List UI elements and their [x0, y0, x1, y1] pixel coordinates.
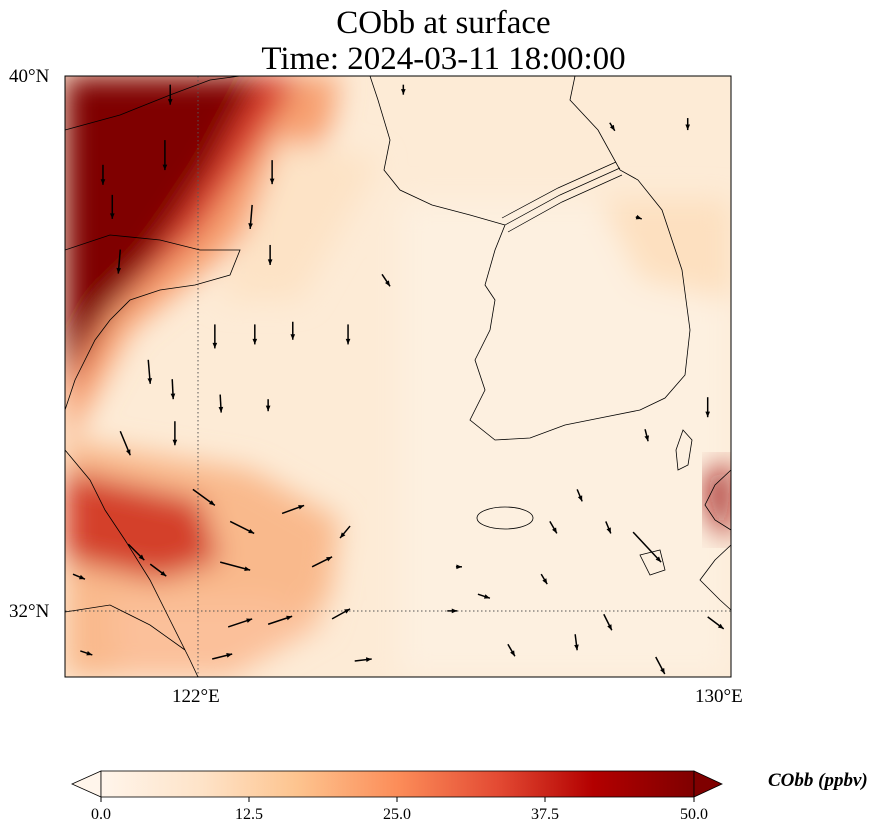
lon-label-130e: 130°E [695, 686, 743, 707]
wind-arrow [603, 613, 613, 631]
wind-arrow [381, 273, 391, 287]
wind-arrow [265, 399, 271, 412]
colorbar-gradient [100, 770, 695, 798]
colorbar-tick: 12.5 [235, 806, 263, 823]
wind-arrow [149, 563, 167, 577]
colorbar-label: CObb (ppbv) [768, 770, 868, 791]
wind-arrow [109, 194, 115, 219]
wind-arrow [281, 504, 305, 515]
wind-arrow [345, 324, 351, 345]
wind-arrow [644, 429, 650, 442]
wind-arrow [549, 521, 558, 534]
colorbar-tick: 25.0 [383, 806, 411, 823]
wind-arrow [339, 525, 351, 539]
map-subtitle-time: Time: 2024-03-11 18:00:00 [261, 41, 626, 77]
wind-arrow [507, 643, 516, 657]
wind-arrow [212, 653, 233, 660]
wind-arrow [354, 657, 372, 662]
wind-arrow [119, 430, 131, 456]
wind-arrow [248, 204, 253, 229]
wind-arrow [252, 324, 258, 345]
wind-arrow [172, 421, 178, 446]
wind-arrow [167, 84, 173, 105]
wind-arrow [635, 214, 642, 220]
wind-arrow [267, 244, 273, 265]
wind-arrow [477, 593, 491, 599]
wind-arrow [229, 520, 255, 535]
wind-arrow [574, 634, 579, 651]
colorbar [71, 770, 723, 802]
wind-arrow [455, 564, 462, 570]
wind-arrow [290, 321, 296, 340]
wind-arrow [100, 164, 106, 185]
wind-arrow [192, 488, 216, 506]
lat-label-40n: 40°N [9, 66, 50, 87]
wind-vectors [72, 84, 725, 675]
wind-arrow [632, 531, 662, 563]
wind-arrow [116, 249, 122, 274]
colorbar-extend-min [71, 770, 102, 798]
wind-arrow [218, 394, 224, 413]
wind-arrow [212, 324, 218, 349]
wind-arrow [267, 615, 293, 625]
wind-arrow [227, 618, 253, 628]
colorbar-tick: 0.0 [91, 806, 111, 823]
wind-arrow [540, 573, 548, 585]
wind-arrow [400, 84, 406, 95]
cobb-field [65, 76, 731, 677]
wind-arrow [72, 573, 86, 580]
colorbar-tick: 37.5 [531, 806, 559, 823]
wind-arrow [447, 608, 458, 614]
wind-arrow [605, 521, 612, 534]
wind-arrow [162, 140, 168, 171]
wind-arrow [331, 608, 351, 620]
wind-arrow [269, 160, 275, 185]
map-frame [64, 75, 732, 678]
colorbar-extend-max [693, 770, 723, 798]
wind-arrow [685, 118, 691, 131]
wind-arrow [170, 379, 176, 400]
lon-label-122e: 122°E [172, 686, 220, 707]
wind-arrow [655, 656, 666, 675]
wind-arrow [80, 650, 93, 656]
wind-arrow [219, 561, 251, 571]
wind-arrow [609, 122, 616, 132]
colorbar-tick: 50.0 [680, 806, 708, 823]
lat-label-32n: 32°N [9, 601, 50, 622]
wind-arrow [705, 397, 711, 418]
wind-arrow [147, 359, 153, 384]
map-title: CObb at surface [336, 5, 551, 41]
wind-arrow [127, 543, 145, 561]
wind-arrow [576, 489, 583, 502]
wind-arrow [707, 616, 725, 630]
coastlines [65, 76, 731, 677]
wind-arrow [311, 556, 333, 568]
